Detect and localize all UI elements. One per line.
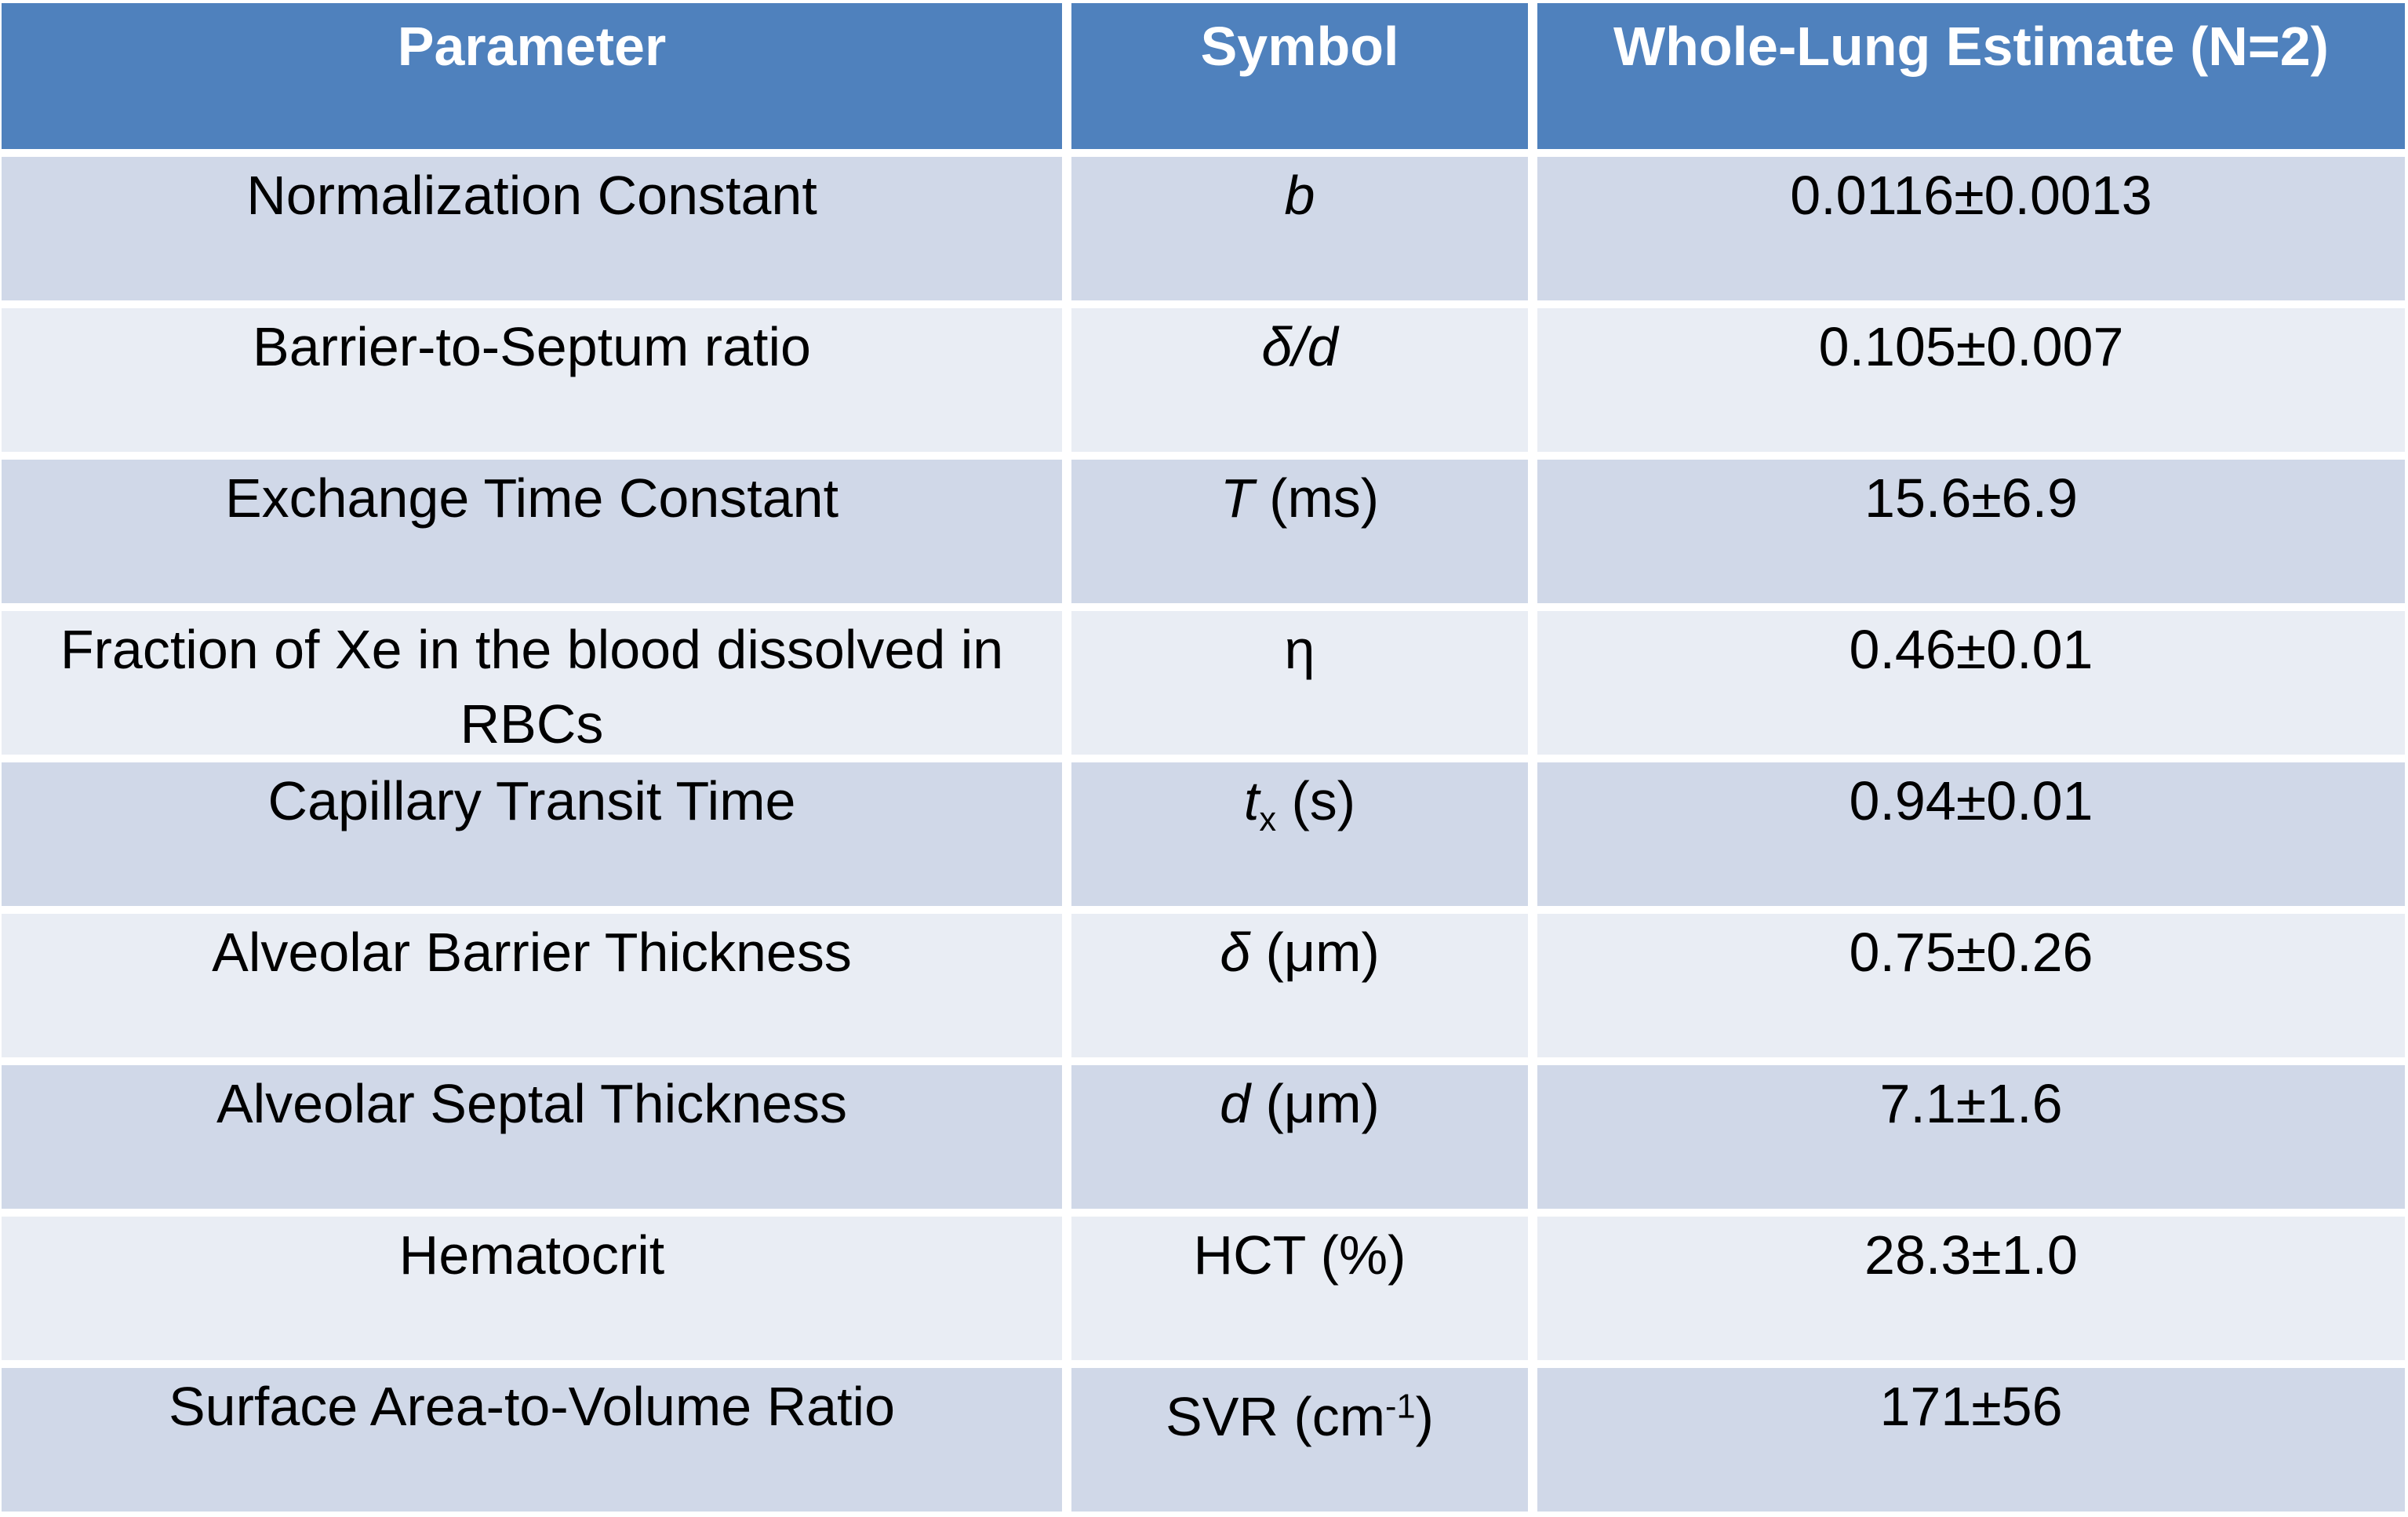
symbol-cell: HCT (%) (1071, 1217, 1528, 1360)
parameter-cell: Exchange Time Constant (2, 460, 1062, 603)
symbol-text: b (1284, 165, 1315, 226)
symbol-cell: SVR (cm-1) (1071, 1368, 1528, 1512)
parameter-cell: Capillary Transit Time (2, 762, 1062, 906)
parameter-cell: Alveolar Barrier Thickness (2, 914, 1062, 1057)
value-cell: 15.6±6.9 (1537, 460, 2405, 603)
symbol-cell: b (1071, 157, 1528, 300)
value-cell: 0.0116±0.0013 (1537, 157, 2405, 300)
symbol-text: HCT (%) (1193, 1224, 1406, 1286)
parameter-cell: Barrier-to-Septum ratio (2, 308, 1062, 452)
symbol-cell: δ (μm) (1071, 914, 1528, 1057)
parameter-cell: Hematocrit (2, 1217, 1062, 1360)
value-cell: 7.1±1.6 (1537, 1065, 2405, 1209)
symbol-text: T (ms) (1220, 467, 1380, 529)
symbol-cell: T (ms) (1071, 460, 1528, 603)
value-cell: 0.105±0.007 (1537, 308, 2405, 452)
symbol-text: η (1284, 619, 1315, 680)
parameter-cell: Alveolar Septal Thickness (2, 1065, 1062, 1209)
column-header-symbol: Symbol (1071, 3, 1528, 149)
symbol-text: δ/d (1261, 316, 1338, 377)
value-cell: 0.75±0.26 (1537, 914, 2405, 1057)
value-cell: 0.94±0.01 (1537, 762, 2405, 906)
symbol-text: SVR (cm-1) (1166, 1385, 1434, 1447)
value-cell: 28.3±1.0 (1537, 1217, 2405, 1360)
symbol-cell: d (μm) (1071, 1065, 1528, 1209)
parameter-cell: Surface Area-to-Volume Ratio (2, 1368, 1062, 1512)
symbol-cell: δ/d (1071, 308, 1528, 452)
parameter-cell: Normalization Constant (2, 157, 1062, 300)
symbol-text: tx (s) (1243, 770, 1356, 839)
symbol-cell: tx (s) (1071, 762, 1528, 906)
symbol-text: d (μm) (1220, 1073, 1380, 1134)
symbol-cell: η (1071, 611, 1528, 755)
symbol-text: δ (μm) (1220, 922, 1380, 983)
parameter-cell: Fraction of Xe in the blood dissolved in… (2, 611, 1062, 755)
value-cell: 171±56 (1537, 1368, 2405, 1512)
column-header-whole-lung-estimate: Whole-Lung Estimate (N=2) (1537, 3, 2405, 149)
column-header-parameter: Parameter (2, 3, 1062, 149)
parameters-table: Parameter Symbol Whole-Lung Estimate (N=… (2, 3, 2405, 1512)
value-cell: 0.46±0.01 (1537, 611, 2405, 755)
